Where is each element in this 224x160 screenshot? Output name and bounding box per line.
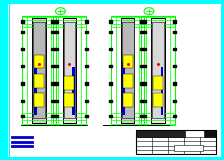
Bar: [21, 65, 24, 67]
Bar: [85, 48, 88, 50]
Bar: [63, 18, 76, 123]
Bar: [136, 130, 216, 154]
Bar: [109, 20, 112, 23]
Bar: [140, 100, 143, 102]
Bar: [64, 93, 74, 107]
Bar: [33, 22, 45, 118]
Bar: [109, 65, 112, 67]
Bar: [140, 31, 143, 33]
Bar: [109, 115, 112, 117]
Bar: [53, 16, 86, 125]
Bar: [54, 100, 58, 102]
Bar: [85, 20, 88, 23]
Bar: [153, 76, 163, 90]
Bar: [140, 65, 143, 67]
Bar: [21, 115, 24, 117]
Bar: [109, 31, 112, 33]
Bar: [54, 31, 58, 33]
Bar: [109, 100, 112, 102]
Bar: [34, 62, 37, 115]
Bar: [152, 22, 164, 118]
Bar: [173, 48, 176, 50]
Bar: [143, 20, 146, 23]
Bar: [174, 144, 203, 151]
Bar: [85, 82, 88, 85]
Bar: [34, 74, 44, 88]
Bar: [51, 20, 54, 23]
Bar: [111, 16, 144, 125]
Bar: [1, 1, 8, 159]
Bar: [140, 20, 143, 23]
Bar: [72, 67, 75, 115]
Bar: [173, 20, 176, 23]
Bar: [109, 48, 112, 50]
Bar: [143, 115, 146, 117]
Bar: [173, 115, 176, 117]
Bar: [123, 93, 133, 107]
Bar: [51, 100, 54, 102]
Bar: [54, 20, 58, 23]
Bar: [123, 55, 133, 68]
Bar: [34, 93, 44, 107]
Bar: [21, 48, 24, 50]
Bar: [54, 82, 58, 85]
Bar: [34, 55, 44, 68]
Bar: [32, 18, 46, 123]
Bar: [51, 82, 54, 85]
Bar: [122, 22, 134, 118]
Bar: [143, 82, 146, 85]
Bar: [204, 130, 216, 137]
Bar: [51, 65, 54, 67]
Bar: [173, 100, 176, 102]
Bar: [22, 16, 56, 125]
Bar: [21, 82, 24, 85]
Bar: [173, 31, 176, 33]
Bar: [51, 31, 54, 33]
Bar: [123, 74, 133, 88]
Bar: [51, 115, 54, 117]
Bar: [109, 82, 112, 85]
Bar: [85, 100, 88, 102]
Bar: [173, 82, 176, 85]
Bar: [85, 31, 88, 33]
Bar: [136, 130, 185, 137]
Bar: [143, 65, 146, 67]
Bar: [141, 16, 175, 125]
Bar: [54, 65, 58, 67]
Bar: [143, 31, 146, 33]
Bar: [21, 31, 24, 33]
Bar: [140, 115, 143, 117]
Bar: [143, 100, 146, 102]
Bar: [140, 82, 143, 85]
Bar: [173, 65, 176, 67]
Bar: [151, 18, 165, 123]
Bar: [85, 65, 88, 67]
Bar: [121, 18, 134, 123]
Bar: [54, 48, 58, 50]
Bar: [64, 76, 74, 90]
Bar: [143, 48, 146, 50]
Bar: [54, 115, 58, 117]
Bar: [51, 48, 54, 50]
Bar: [161, 67, 163, 115]
Bar: [122, 62, 125, 115]
Bar: [85, 115, 88, 117]
Bar: [21, 100, 24, 102]
Bar: [140, 48, 143, 50]
Bar: [64, 22, 75, 118]
Bar: [153, 93, 163, 107]
Bar: [21, 20, 24, 23]
